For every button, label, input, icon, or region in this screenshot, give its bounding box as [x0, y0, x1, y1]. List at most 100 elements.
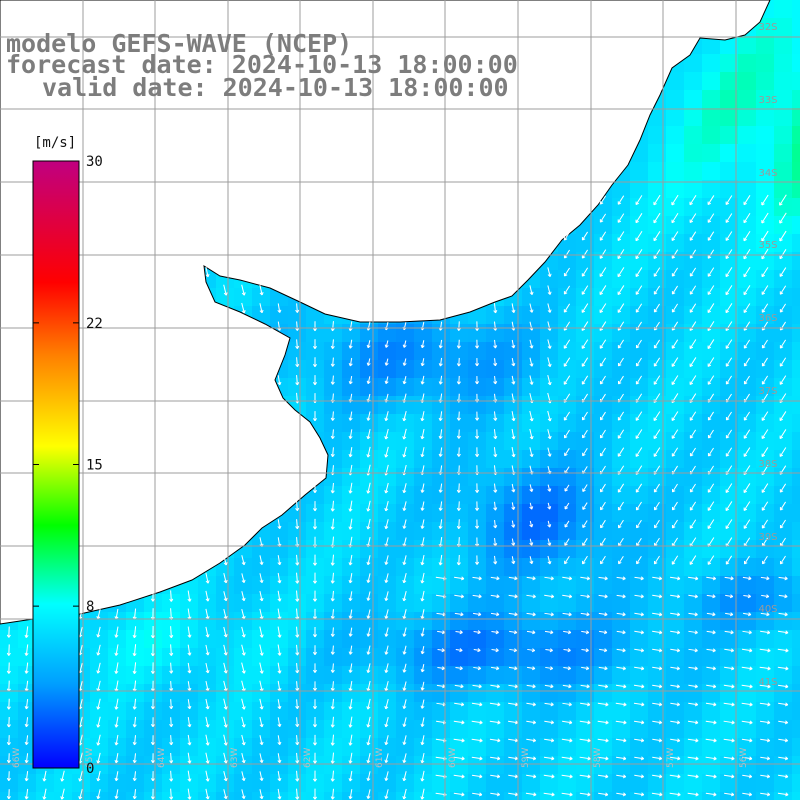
wind-cell	[504, 648, 523, 667]
wind-arrow	[150, 717, 155, 728]
wind-cell	[198, 774, 217, 793]
wind-cell	[702, 576, 721, 595]
land-mass	[0, 0, 771, 625]
wind-cell	[666, 432, 685, 451]
wind-cell	[720, 432, 739, 451]
wind-arrow	[580, 684, 590, 689]
wind-cell	[522, 504, 541, 523]
wind-arrow	[511, 339, 516, 349]
wind-cell	[396, 774, 415, 793]
wind-cell	[18, 666, 37, 685]
wind-cell	[378, 486, 397, 505]
wind-arrow	[132, 753, 137, 764]
wind-cell	[306, 360, 325, 379]
wind-cell	[540, 630, 559, 649]
wind-cell	[396, 576, 415, 595]
wind-arrow	[635, 429, 643, 439]
wind-arrow	[761, 303, 769, 313]
wind-arrow	[527, 666, 536, 671]
wind-cell	[450, 774, 469, 793]
wind-cell	[738, 126, 757, 145]
wind-cell	[558, 774, 577, 793]
wind-arrow	[743, 230, 751, 242]
wind-arrow	[563, 303, 571, 313]
wind-arrow	[384, 771, 389, 781]
wind-cell	[738, 288, 757, 307]
wind-arrow	[471, 738, 483, 743]
wind-cell	[378, 612, 397, 631]
wind-cell	[270, 558, 289, 577]
wind-arrow	[779, 447, 787, 457]
wind-cell	[792, 486, 800, 505]
wind-cell	[720, 774, 739, 793]
wind-cell	[702, 216, 721, 235]
wind-cell	[648, 432, 667, 451]
wind-arrow	[743, 213, 751, 224]
wind-cell	[774, 180, 793, 199]
wind-cell	[666, 270, 685, 289]
wind-arrow	[762, 555, 768, 565]
wind-cell	[648, 630, 667, 649]
wind-arrow	[779, 212, 787, 224]
wind-cell	[360, 414, 379, 433]
wind-cell	[468, 576, 487, 595]
wind-cell	[468, 774, 487, 793]
wind-cell	[540, 450, 559, 469]
wind-arrow	[259, 573, 264, 584]
wind-cell	[486, 558, 505, 577]
wind-arrow	[580, 702, 591, 707]
wind-cell	[774, 306, 793, 325]
longitude-labels: 66W 65W 64W 63W 62W 61W 60W 59W 58W 57W 56W	[12, 748, 749, 768]
wind-arrow	[634, 792, 645, 797]
wind-arrow	[205, 644, 210, 656]
wind-arrow	[777, 648, 789, 653]
forecast-date: forecast date: 2024-10-13 18:00:00	[6, 50, 518, 79]
wind-cell	[720, 72, 739, 91]
wind-arrow	[511, 375, 516, 385]
wind-arrow	[453, 792, 465, 797]
wind-arrow	[671, 231, 679, 241]
wind-cell	[738, 612, 757, 631]
wind-cell	[576, 738, 595, 757]
wind-cell	[396, 378, 415, 397]
wind-arrow	[508, 666, 518, 671]
wind-cell	[144, 684, 163, 703]
wind-cell	[432, 324, 451, 343]
wind-cell	[324, 630, 343, 649]
wind-arrow	[544, 720, 554, 725]
wind-cell	[648, 504, 667, 523]
wind-arrow	[456, 555, 461, 566]
wind-cell	[504, 630, 523, 649]
wind-cell	[630, 468, 649, 487]
wind-arrow	[618, 555, 624, 565]
wind-arrow	[652, 612, 663, 617]
wind-cell	[288, 684, 307, 703]
wind-arrow	[24, 788, 29, 800]
wind-arrow	[617, 249, 625, 260]
wind-cell	[630, 558, 649, 577]
wind-arrow	[598, 594, 608, 599]
wind-cell	[702, 648, 721, 667]
wind-cell	[198, 612, 217, 631]
wind-arrow	[205, 626, 210, 638]
wind-cell	[54, 774, 73, 793]
wind-arrow	[402, 411, 407, 422]
wind-cell	[396, 684, 415, 703]
wind-cell	[558, 468, 577, 487]
wind-cell	[612, 648, 631, 667]
wind-arrow	[348, 789, 353, 800]
wind-arrow	[547, 339, 552, 349]
longitude-label: 64W	[157, 748, 167, 768]
wind-cell	[720, 540, 739, 559]
wind-cell	[702, 522, 721, 541]
wind-cell	[288, 774, 307, 793]
wind-arrow	[598, 792, 609, 797]
wind-arrow	[652, 594, 663, 599]
wind-arrow	[582, 429, 588, 439]
wind-cell	[396, 432, 415, 451]
wind-arrow	[615, 702, 627, 707]
wind-cell	[432, 594, 451, 613]
wind-arrow	[330, 752, 335, 764]
wind-cell	[774, 252, 793, 271]
wind-cell	[792, 306, 800, 325]
